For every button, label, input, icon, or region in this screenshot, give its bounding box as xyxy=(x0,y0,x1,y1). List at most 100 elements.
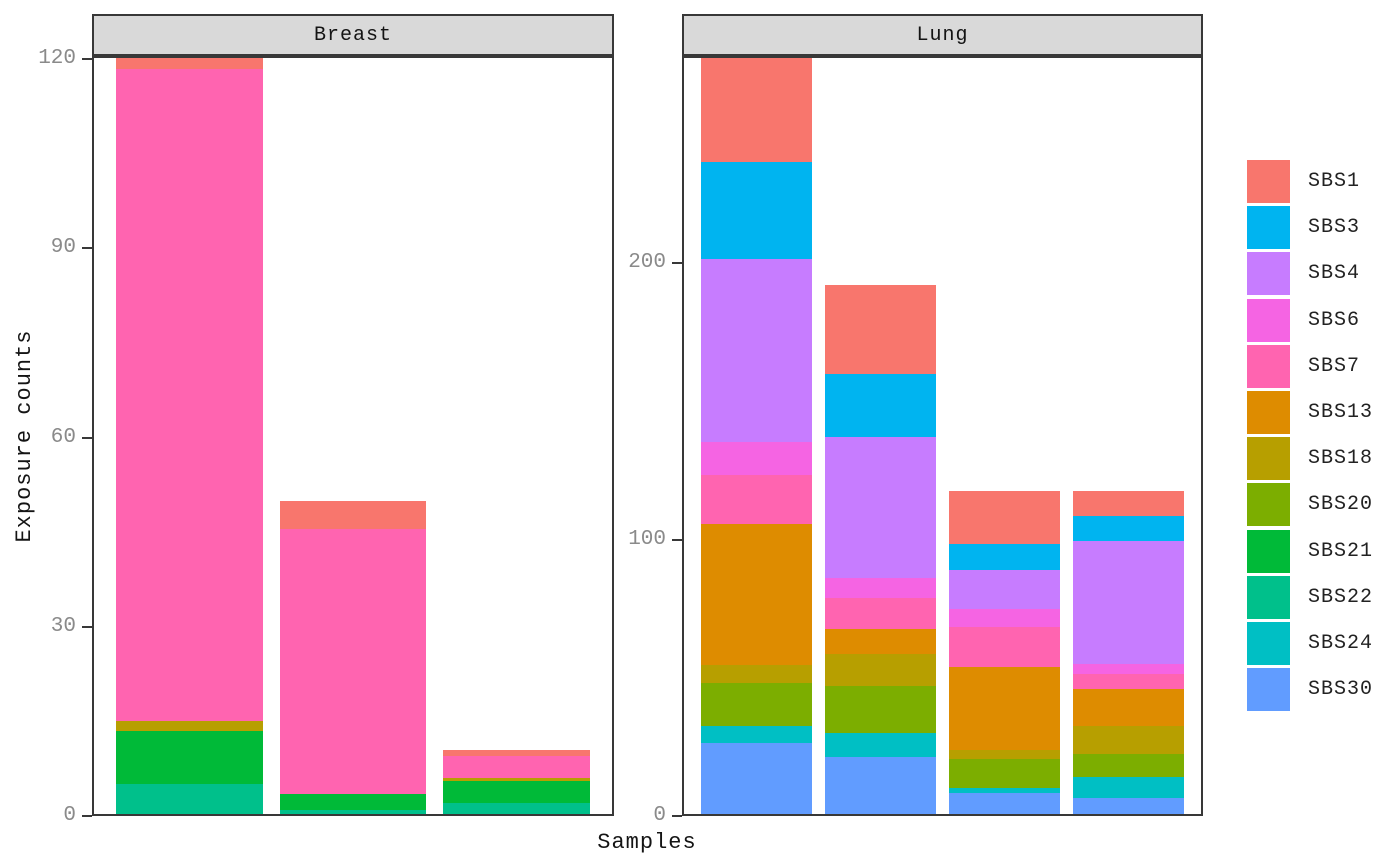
y-tick-label: 200 xyxy=(628,251,666,275)
legend-label: SBS3 xyxy=(1308,216,1361,240)
legend-key-sbs3 xyxy=(1247,206,1290,250)
bar-segment-sbs6 xyxy=(824,578,937,598)
legend-key-sbs1 xyxy=(1247,160,1290,203)
legend-label: SBS20 xyxy=(1308,493,1374,517)
y-tick-label: 60 xyxy=(50,425,76,449)
bar-segment-sbs13 xyxy=(1072,688,1185,727)
bar-segment-sbs6 xyxy=(700,441,813,475)
bar-segment-sbs6 xyxy=(948,608,1061,627)
bar-segment-sbs7 xyxy=(116,68,264,722)
facet-panel-frame-breast xyxy=(92,56,614,816)
bar-segment-sbs7 xyxy=(948,626,1061,667)
bar-segment-sbs1 xyxy=(948,491,1061,544)
legend-key-sbs6 xyxy=(1247,298,1290,342)
bar-segment-sbs18 xyxy=(948,749,1061,760)
legend-key-sbs21 xyxy=(1247,529,1290,573)
legend-key-sbs13 xyxy=(1247,391,1290,434)
legend-label: SBS7 xyxy=(1308,354,1361,378)
legend-label: SBS21 xyxy=(1308,539,1374,563)
bar-segment-sbs18 xyxy=(700,665,813,684)
facet-strip-label: Lung xyxy=(916,23,969,47)
bar-segment-sbs6 xyxy=(1072,664,1185,674)
bar-segment-sbs30 xyxy=(1072,798,1185,816)
facet-strip-label: Breast xyxy=(313,23,392,47)
bar-segment-sbs30 xyxy=(824,756,937,816)
y-tick-mark xyxy=(82,625,92,628)
bar-segment-sbs13 xyxy=(700,524,813,666)
facet-panel-frame-lung xyxy=(682,56,1203,816)
legend-key-sbs22 xyxy=(1247,575,1290,619)
facet-strip-breast: Breast xyxy=(92,14,614,56)
bar-segment-sbs20 xyxy=(824,686,937,734)
bar-segment-sbs20 xyxy=(700,683,813,727)
bar-segment-sbs7 xyxy=(824,597,937,630)
bar-segment-sbs24 xyxy=(824,733,937,757)
bar-segment-sbs30 xyxy=(700,742,813,816)
bar-segment-sbs30 xyxy=(948,792,1061,816)
bar-segment-sbs21 xyxy=(442,781,590,804)
bar-segment-sbs4 xyxy=(824,437,937,579)
y-tick-label: 0 xyxy=(63,804,76,827)
legend-label: SBS30 xyxy=(1308,678,1374,702)
bar-segment-sbs4 xyxy=(1072,541,1185,664)
bar-segment-sbs7 xyxy=(700,474,813,525)
legend-label: SBS18 xyxy=(1308,447,1374,471)
y-tick-mark xyxy=(82,247,92,250)
bar-segment-sbs18 xyxy=(116,721,264,731)
bar-segment-sbs13 xyxy=(948,666,1061,750)
y-tick-mark xyxy=(672,262,682,265)
bar-segment-sbs4 xyxy=(948,570,1061,609)
bar-segment-sbs1 xyxy=(700,56,813,163)
bar-segment-sbs7 xyxy=(1072,673,1185,689)
bar-segment-sbs13 xyxy=(824,629,937,655)
bar-segment-sbs1 xyxy=(824,285,937,374)
bar-segment-sbs21 xyxy=(279,793,427,810)
bar-segment-sbs24 xyxy=(1072,777,1185,799)
bar-segment-sbs22 xyxy=(442,803,590,816)
bar-segment-sbs20 xyxy=(948,759,1061,789)
bar-segment-sbs3 xyxy=(824,373,937,438)
bar-segment-sbs18 xyxy=(824,654,937,687)
y-tick-label: 100 xyxy=(628,527,666,551)
bar-segment-sbs1 xyxy=(279,500,427,530)
bar-segment-sbs22 xyxy=(279,809,427,816)
bar-segment-sbs1 xyxy=(116,56,264,69)
y-tick-label: 120 xyxy=(38,47,76,71)
legend-key-sbs30 xyxy=(1247,668,1290,712)
bar-segment-sbs18 xyxy=(1072,726,1185,754)
bar-segment-sbs1 xyxy=(442,749,590,757)
bar-segment-sbs24 xyxy=(700,726,813,743)
bar-segment-sbs7 xyxy=(279,529,427,794)
legend-key-sbs18 xyxy=(1247,437,1290,481)
y-tick-label: 90 xyxy=(50,236,76,260)
bar-segment-sbs21 xyxy=(116,730,264,785)
bar-segment-sbs22 xyxy=(116,784,264,816)
legend-label: SBS6 xyxy=(1308,308,1361,332)
bar-segment-sbs3 xyxy=(1072,516,1185,541)
x-axis-title: Samples xyxy=(597,830,697,855)
bar-segment-sbs4 xyxy=(700,259,813,442)
legend-label: SBS1 xyxy=(1308,170,1361,193)
legend-label: SBS24 xyxy=(1308,632,1374,655)
legend-label: SBS4 xyxy=(1308,262,1361,286)
bar-segment-sbs18 xyxy=(442,778,590,782)
legend-label: SBS13 xyxy=(1308,401,1374,424)
legend-label: SBS22 xyxy=(1308,585,1374,609)
y-tick-mark xyxy=(82,58,92,61)
y-tick-mark xyxy=(82,436,92,439)
legend-key-sbs4 xyxy=(1247,252,1290,296)
legend-key-sbs24 xyxy=(1247,622,1290,665)
legend-key-sbs7 xyxy=(1247,344,1290,388)
bar-segment-sbs20 xyxy=(1072,753,1185,778)
bar-segment-sbs3 xyxy=(948,543,1061,571)
bar-segment-sbs24 xyxy=(948,788,1061,793)
y-tick-mark xyxy=(672,815,682,817)
legend-key-sbs20 xyxy=(1247,483,1290,527)
y-tick-mark xyxy=(672,538,682,541)
y-tick-mark xyxy=(82,815,92,817)
bar-segment-sbs1 xyxy=(1072,491,1185,517)
bar-segment-sbs3 xyxy=(700,162,813,260)
facet-strip-lung: Lung xyxy=(682,14,1203,56)
y-tick-label: 0 xyxy=(653,804,666,827)
